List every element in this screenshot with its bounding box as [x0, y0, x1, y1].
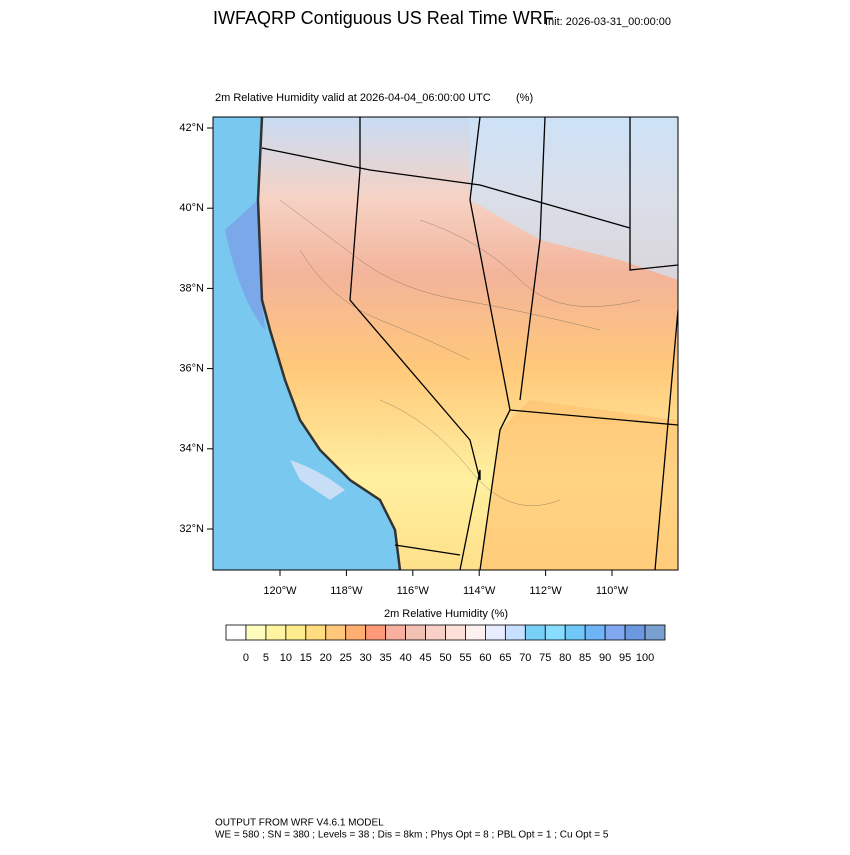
colorbar-swatch	[245, 624, 267, 641]
colorbar-label: 75	[539, 652, 551, 664]
lon-label: 112°W	[529, 585, 562, 597]
lat-label: 42°N	[179, 122, 204, 134]
colorbar-swatch	[465, 624, 486, 641]
colorbar-swatch	[445, 624, 466, 641]
footer-line: OUTPUT FROM WRF V4.6.1 MODEL	[215, 818, 384, 829]
lat-label: 36°N	[179, 363, 204, 375]
colorbar-swatch	[544, 624, 566, 641]
colorbar-label: 60	[479, 652, 491, 664]
lon-label: 118°W	[330, 585, 363, 597]
init-time: Init: 2026-03-31_00:00:00	[545, 16, 671, 28]
colorbar-label: 45	[419, 652, 431, 664]
colorbar-label: 30	[360, 652, 372, 664]
colorbar-swatch	[225, 624, 247, 641]
colorbar-swatch	[305, 624, 327, 641]
colorbar-swatch	[604, 624, 626, 641]
colorbar-label: 85	[579, 652, 591, 664]
colorbar-swatch	[285, 624, 307, 641]
colorbar-label: 35	[380, 652, 392, 664]
title: IWFAQRP Contiguous US Real Time WRF	[213, 8, 554, 28]
colorbar-label: 0	[243, 652, 249, 664]
colorbar-label: 20	[320, 652, 332, 664]
lon-label: 114°W	[463, 585, 496, 597]
lon-label: 110°W	[596, 585, 629, 597]
colorbar-swatch	[524, 624, 546, 641]
lon-label: 116°W	[397, 585, 430, 597]
colorbar-label: 40	[399, 652, 411, 664]
colorbar-label: 10	[280, 652, 292, 664]
lat-label: 38°N	[179, 282, 204, 294]
colorbar-label: 90	[599, 652, 611, 664]
colorbar-swatch	[365, 624, 387, 641]
lat-label: 40°N	[179, 202, 204, 214]
colorbar-label: 95	[619, 652, 631, 664]
colorbar-swatch	[405, 624, 426, 641]
footer-line: WE = 580 ; SN = 380 ; Levels = 38 ; Dis …	[215, 830, 609, 841]
lon-label: 120°W	[263, 585, 297, 597]
colorbar-swatch	[564, 624, 586, 641]
lat-label: 34°N	[179, 443, 204, 455]
lat-label: 32°N	[179, 523, 204, 535]
colorbar-label: 5	[263, 652, 269, 664]
colorbar-label: 55	[459, 652, 471, 664]
colorbar-swatch	[504, 624, 526, 641]
colorbar-swatch	[325, 624, 347, 641]
colorbar-label: 80	[559, 652, 571, 664]
colorbar-swatch	[584, 624, 606, 641]
colorbar-swatch	[644, 624, 666, 641]
subtitle: 2m Relative Humidity valid at 2026-04-04…	[215, 92, 491, 104]
colorbar-swatch	[345, 624, 367, 641]
colorbar-swatch	[425, 624, 446, 641]
colorbar-label: 70	[519, 652, 531, 664]
colorbar-label: 25	[340, 652, 352, 664]
colorbar-swatch	[265, 624, 287, 641]
colorbar-swatch	[385, 624, 406, 641]
colorbar-title: 2m Relative Humidity (%)	[384, 608, 508, 620]
colorbar-swatch	[624, 624, 646, 641]
map-frame	[212, 116, 679, 571]
colorbar-label: 50	[439, 652, 451, 664]
colorbar-swatch	[485, 624, 506, 641]
colorbar-label: 15	[300, 652, 312, 664]
colorbar-label: 100	[636, 652, 654, 664]
colorbar-label: 65	[499, 652, 511, 664]
map	[213, 117, 678, 570]
units: (%)	[516, 92, 533, 104]
